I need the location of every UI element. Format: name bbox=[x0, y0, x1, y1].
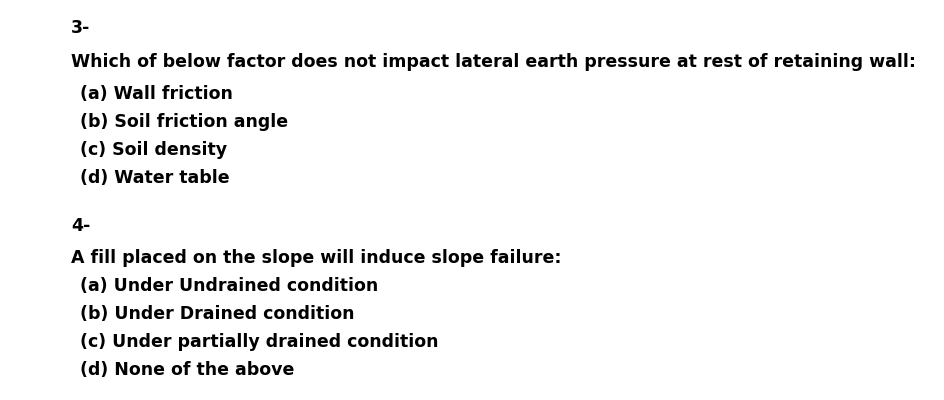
Text: (b) Under Drained condition: (b) Under Drained condition bbox=[80, 305, 354, 323]
Text: (d) Water table: (d) Water table bbox=[80, 169, 229, 187]
Text: 4-: 4- bbox=[71, 217, 91, 235]
Text: A fill placed on the slope will induce slope failure:: A fill placed on the slope will induce s… bbox=[71, 249, 561, 267]
Text: 3-: 3- bbox=[71, 19, 91, 37]
Text: (b) Soil friction angle: (b) Soil friction angle bbox=[80, 113, 288, 131]
Text: (c) Under partially drained condition: (c) Under partially drained condition bbox=[80, 333, 438, 351]
Text: (a) Wall friction: (a) Wall friction bbox=[80, 85, 233, 103]
Text: Which of below factor does not impact lateral earth pressure at rest of retainin: Which of below factor does not impact la… bbox=[71, 53, 915, 71]
Text: (a) Under Undrained condition: (a) Under Undrained condition bbox=[80, 277, 379, 295]
Text: (d) None of the above: (d) None of the above bbox=[80, 361, 295, 379]
Text: (c) Soil density: (c) Soil density bbox=[80, 141, 228, 159]
